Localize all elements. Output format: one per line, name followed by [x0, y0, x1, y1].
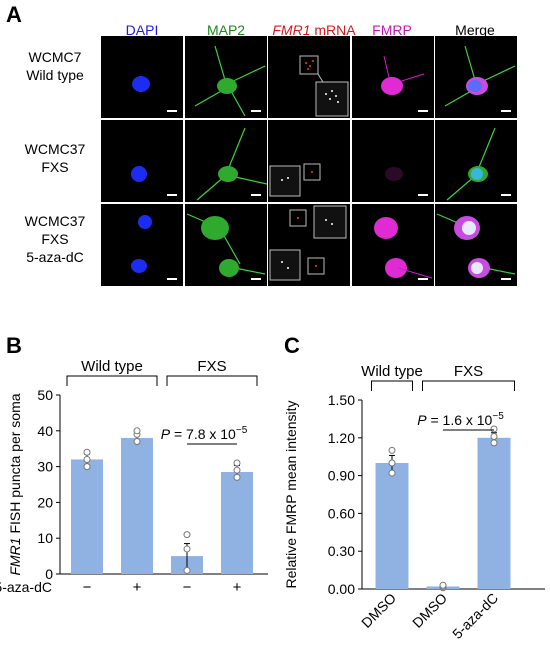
- group-bracket: [371, 380, 413, 391]
- treatment-row-label: 5-aza-dC: [0, 579, 52, 595]
- data-point: [133, 438, 141, 446]
- data-point: [133, 427, 141, 435]
- bar: [375, 463, 409, 589]
- micrograph-fmrp-fxs: [352, 120, 434, 202]
- y-tick-label: 0.30: [328, 543, 355, 559]
- group-label: FXS: [197, 358, 226, 375]
- y-tick-label: 1.50: [328, 392, 355, 408]
- data-point: [490, 433, 498, 441]
- row-label-fxs-aza: WCMC37 FXS 5-aza-dC: [24, 213, 86, 265]
- data-point: [83, 455, 91, 463]
- panel-b-letter: B: [6, 333, 22, 358]
- y-tick-label: 0: [45, 566, 53, 582]
- data-point: [388, 469, 396, 477]
- y-axis-title: Relative FMRP mean intensity: [283, 400, 299, 588]
- col-head-map2: MAP2: [206, 22, 246, 38]
- y-tick-label: 10: [37, 530, 53, 546]
- data-point: [388, 446, 396, 454]
- row-label-wild-type: WCMC7 Wild type: [26, 49, 84, 83]
- bar: [477, 437, 511, 589]
- data-point: [183, 531, 191, 539]
- y-tick-label: 0.60: [328, 505, 355, 521]
- y-tick-label: 40: [37, 423, 53, 439]
- data-point: [233, 459, 241, 467]
- micrograph-merge-wt: [435, 36, 517, 118]
- data-point: [183, 545, 191, 553]
- y-tick-label: 0.90: [328, 468, 355, 484]
- x-category-label: DMSO: [358, 590, 399, 631]
- y-tick-label: 30: [37, 459, 53, 475]
- p-value-label: P = 1.6 x 10−5: [417, 411, 504, 428]
- col-head-dapi: DAPI: [125, 22, 159, 38]
- micrograph-dapi-fxs: [101, 120, 183, 202]
- col-head-fmr1: FMR1 mRNA: [272, 22, 356, 38]
- micrograph-map2-wt: [185, 36, 267, 118]
- y-tick-label: 1.20: [328, 430, 355, 446]
- p-value-label: P = 7.8 x 10−5: [161, 425, 248, 442]
- col-head-fmrp: FMRP: [372, 22, 412, 38]
- x-category-label: DMSO: [409, 590, 450, 631]
- y-axis-title: FMR1 FISH puncta per soma: [7, 393, 23, 575]
- micrograph-fmrp-wt: [352, 36, 434, 118]
- bar: [221, 471, 253, 574]
- panel-c-letter: C: [284, 333, 300, 358]
- data-point: [388, 459, 396, 467]
- data-point: [233, 466, 241, 474]
- micrograph-merge-fxs: [435, 120, 517, 202]
- bar: [71, 459, 103, 574]
- x-category-label: −: [183, 579, 192, 596]
- group-label: Wild type: [361, 363, 423, 380]
- micrograph-map2-fxs: [185, 120, 267, 202]
- row-label-fxs: WCMC37 FXS: [24, 141, 86, 175]
- micrograph-fmr1-aza: [268, 204, 350, 286]
- group-label: FXS: [454, 363, 483, 380]
- data-point: [83, 448, 91, 456]
- group-bracket: [166, 375, 258, 386]
- x-category-label: 5-aza-dC: [449, 590, 501, 642]
- micrograph-merge-aza: [435, 204, 517, 286]
- group-bracket: [66, 375, 158, 386]
- micrograph-dapi-wt: [101, 36, 183, 118]
- chart-c: 0.00 0.30 0.60 0.90 1.20 1.50 Relative FMRP me…: [283, 363, 545, 642]
- y-tick-label: 20: [37, 494, 53, 510]
- x-category-label: +: [133, 579, 142, 596]
- data-point: [439, 581, 447, 589]
- chart-b: 0 10 20 30 40 50 FMR1 FISH puncta per soma Wild…: [0, 358, 268, 596]
- panel-a-letter: A: [6, 2, 22, 27]
- y-tick-label: 0.00: [328, 581, 355, 597]
- data-point: [233, 473, 241, 481]
- x-category-label: +: [233, 579, 242, 596]
- data-point: [83, 463, 91, 471]
- data-point: [490, 439, 498, 447]
- micrograph-map2-aza: [185, 204, 267, 286]
- group-bracket: [422, 380, 515, 391]
- micrograph-fmr1-wt: [268, 36, 350, 118]
- col-head-merge: Merge: [455, 22, 495, 38]
- micrograph-fmrp-aza: [352, 204, 434, 286]
- y-tick-label: 50: [37, 387, 53, 403]
- micrograph-dapi-aza: [101, 204, 183, 286]
- x-category-label: −: [83, 579, 92, 596]
- micrograph-fmr1-fxs: [268, 120, 350, 202]
- data-point: [183, 566, 191, 574]
- group-label: Wild type: [81, 358, 143, 375]
- bar: [121, 437, 153, 574]
